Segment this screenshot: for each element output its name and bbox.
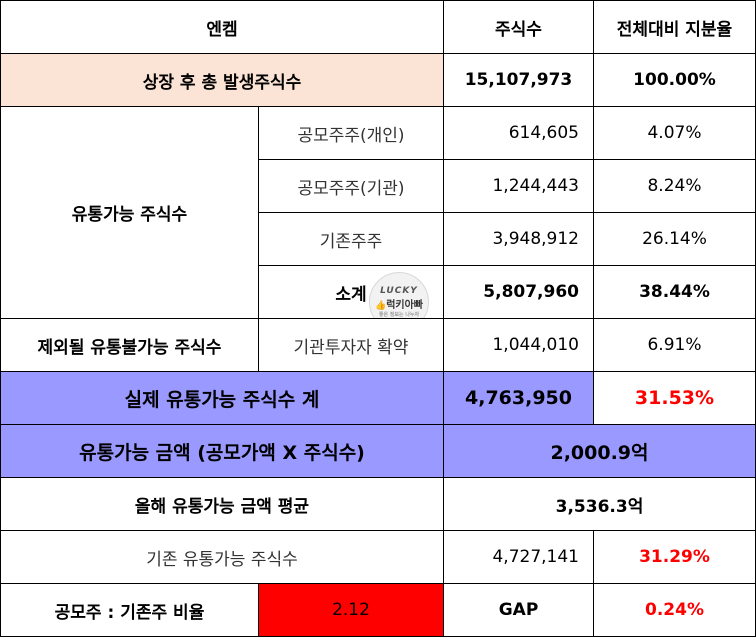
existing-tradable-row: 기존 유통가능 주식수 4,727,141 31.29% [0, 530, 756, 584]
tradable-amount-value: 2,000.9억 [443, 424, 756, 478]
actual-tradable-label: 실제 유통가능 주식수 계 [0, 371, 444, 425]
header-row: 엔켐 주식수 전체대비 지분율 [0, 0, 756, 54]
watermark-line1: LUCKY [380, 286, 418, 296]
existing-tradable-label: 기존 유통가능 주식수 [0, 530, 444, 584]
tradable-amount-row: 유통가능 금액 (공모가액 X 주식수) 2,000.9억 [0, 424, 756, 478]
row-shares: 1,244,443 [443, 159, 594, 213]
ratio-label: 공모주 : 기존주 비율 [0, 583, 259, 637]
watermark-line2: 럭키아빠 [375, 296, 423, 311]
total-shares-ratio: 100.00% [593, 53, 756, 107]
subtotal-label: 소계 [335, 284, 367, 305]
average-amount-label: 올해 유통가능 금액 평균 [0, 477, 444, 531]
row-shares: 614,605 [443, 106, 594, 160]
gap-label: GAP [443, 583, 594, 637]
tradable-shares-label: 유통가능 주식수 [0, 106, 259, 319]
table-row: 공모주주(기관) 1,244,443 8.24% [1, 159, 756, 213]
average-amount-row: 올해 유통가능 금액 평균 3,536.3억 [0, 477, 756, 531]
existing-tradable-ratio: 31.29% [593, 530, 756, 584]
table-row: 유통가능 주식수 공모주주(개인) 614,605 4.07% [0, 106, 756, 319]
ratio-row: 공모주 : 기존주 비율 2.12 GAP 0.24% [0, 583, 756, 637]
ratio-header: 전체대비 지분율 [593, 0, 756, 54]
row-label: 공모주주(개인) [258, 106, 444, 160]
watermark-line3: 좋은 정보는 나누자 [378, 312, 420, 318]
subtotal-row: 소계 LUCKY 럭키아빠 좋은 정보는 나누자 5,807,960 38.44… [1, 265, 756, 319]
excluded-row: 제외될 유통불가능 주식수 기관투자자 확약 1,044,010 6.91% [0, 318, 756, 372]
subtotal-shares: 5,807,960 [443, 265, 594, 319]
existing-tradable-shares: 4,727,141 [443, 530, 594, 584]
actual-tradable-row: 실제 유통가능 주식수 계 4,763,950 31.53% [0, 371, 756, 425]
total-shares-label: 상장 후 총 발생주식수 [0, 53, 444, 107]
gap-value: 0.24% [593, 583, 756, 637]
total-shares-value: 15,107,973 [443, 53, 594, 107]
ratio-value: 2.12 [258, 583, 444, 637]
row-ratio: 8.24% [593, 159, 756, 213]
excluded-ratio: 6.91% [593, 318, 756, 372]
average-amount-value: 3,536.3억 [443, 477, 756, 531]
table-row: 기존주주 3,948,912 26.14% [1, 212, 756, 266]
tradable-amount-label: 유통가능 금액 (공모가액 X 주식수) [0, 424, 444, 478]
row-label: 공모주주(기관) [258, 159, 444, 213]
shares-header: 주식수 [443, 0, 594, 54]
company-name: 엔켐 [0, 0, 444, 54]
subtotal-ratio: 38.44% [593, 265, 756, 319]
row-shares: 3,948,912 [443, 212, 594, 266]
subtotal-cell: 소계 LUCKY 럭키아빠 좋은 정보는 나누자 [258, 265, 444, 319]
excluded-sublabel: 기관투자자 확약 [258, 318, 444, 372]
row-ratio: 26.14% [593, 212, 756, 266]
actual-tradable-shares: 4,763,950 [443, 371, 594, 425]
excluded-shares: 1,044,010 [443, 318, 594, 372]
row-ratio: 4.07% [593, 106, 756, 160]
row-label: 기존주주 [258, 212, 444, 266]
actual-tradable-ratio: 31.53% [593, 371, 756, 425]
total-shares-row: 상장 후 총 발생주식수 15,107,973 100.00% [0, 53, 756, 107]
watermark-logo: LUCKY 럭키아빠 좋은 정보는 나누자 [369, 272, 429, 318]
excluded-label: 제외될 유통불가능 주식수 [0, 318, 259, 372]
